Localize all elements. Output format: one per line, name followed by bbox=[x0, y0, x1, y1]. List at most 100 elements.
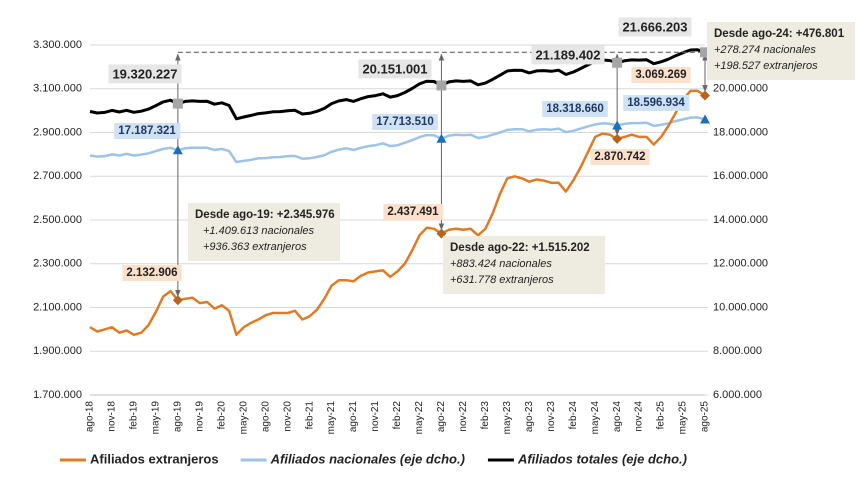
x-tick-label: nov-18 bbox=[107, 401, 118, 432]
x-tick-label: nov-20 bbox=[282, 401, 293, 432]
y-tick-label: 2.500.000 bbox=[33, 214, 82, 226]
y-tick-label: 1.900.000 bbox=[33, 345, 82, 357]
y-tick-label: 3.300.000 bbox=[33, 39, 82, 51]
legend-label: Afiliados nacionales (eje dcho.) bbox=[270, 451, 465, 466]
annotation-box bbox=[707, 22, 855, 80]
x-tick-label: feb-20 bbox=[216, 401, 227, 430]
data-label: 18.596.934 bbox=[627, 97, 685, 109]
data-label-group: 19.320.227 bbox=[108, 64, 182, 84]
data-label-bg bbox=[114, 123, 181, 140]
x-tick-label: may-21 bbox=[326, 401, 337, 435]
x-tick-label: may-20 bbox=[238, 401, 249, 435]
y2-tick-label: 14.000.000 bbox=[713, 214, 768, 226]
marker bbox=[700, 47, 710, 58]
annotation-text: +1.409.613 nacionales bbox=[203, 225, 315, 237]
x-tick-label: feb-21 bbox=[304, 401, 315, 430]
y-tick-label: 2.900.000 bbox=[33, 126, 82, 138]
annotation-text: Desde ago-19: +2.345.976 bbox=[195, 209, 335, 221]
x-tick-label: nov-21 bbox=[370, 401, 381, 432]
x-tick-label: feb-25 bbox=[656, 401, 667, 430]
legend-label: Afiliados totales (eje dcho.) bbox=[517, 451, 687, 466]
data-label: 2.132.906 bbox=[126, 267, 177, 279]
marker bbox=[612, 133, 623, 144]
annotation-text: +198.527 extranjeros bbox=[714, 60, 818, 72]
data-label: 17.713.510 bbox=[376, 116, 434, 128]
y2-tick-label: 16.000.000 bbox=[713, 170, 768, 182]
data-label-bg bbox=[531, 45, 605, 65]
y-tick-label: 1.700.000 bbox=[33, 389, 82, 401]
y2-tick-label: 8.000.000 bbox=[713, 345, 762, 357]
data-label-group: 3.069.269 bbox=[631, 67, 691, 84]
annotation: Desde ago-22: +1.515.202 +883.424 naciona… bbox=[443, 236, 605, 294]
data-label-bg bbox=[542, 101, 608, 118]
marker bbox=[172, 145, 183, 155]
marker bbox=[612, 120, 623, 130]
series-line bbox=[89, 89, 706, 337]
annotation-text: Desde ago-24: +476.801 bbox=[714, 28, 845, 40]
y-tick-label: 2.700.000 bbox=[33, 170, 82, 182]
x-tick-label: ago-25 bbox=[700, 401, 711, 433]
data-label-bg bbox=[383, 204, 444, 221]
x-tick-label: nov-24 bbox=[634, 401, 645, 432]
marker bbox=[436, 133, 447, 143]
data-label-bg bbox=[372, 114, 438, 131]
data-label-bg bbox=[623, 95, 690, 112]
y2-tick-label: 18.000.000 bbox=[713, 126, 768, 138]
x-tick-label: ago-22 bbox=[436, 401, 447, 433]
annotation: Desde ago-19: +2.345.976 +1.409.613 nacio… bbox=[188, 203, 340, 261]
y2-tick-label: 10.000.000 bbox=[713, 301, 768, 313]
x-tick-label: feb-22 bbox=[392, 401, 403, 430]
data-label-bg bbox=[590, 149, 650, 166]
x-tick-label: ago-21 bbox=[348, 401, 359, 433]
data-label: 2.437.491 bbox=[387, 206, 439, 218]
x-tick-label: may-24 bbox=[590, 401, 601, 435]
marker bbox=[172, 98, 183, 109]
annotation-text: +278.274 nacionales bbox=[714, 44, 816, 56]
x-tick-label: feb-24 bbox=[568, 401, 579, 430]
data-label-group: 2.870.742 bbox=[590, 149, 650, 166]
annotation-text: +936.363 extranjeros bbox=[203, 241, 307, 253]
data-label: 20.151.001 bbox=[362, 61, 427, 76]
data-label-group: 20.151.001 bbox=[358, 59, 432, 79]
legend-label: Afiliados extranjeros bbox=[90, 451, 219, 466]
data-label-bg bbox=[618, 17, 692, 37]
data-label-bg bbox=[122, 265, 182, 282]
x-tick-label: ago-19 bbox=[172, 401, 183, 433]
data-label: 2.870.742 bbox=[594, 151, 645, 163]
data-label-group: 17.713.510 bbox=[372, 114, 438, 131]
data-label: 18.318.660 bbox=[546, 103, 604, 115]
annotation-text: +883.424 nacionales bbox=[450, 258, 552, 270]
y-tick-label: 2.300.000 bbox=[33, 258, 82, 270]
x-tick-label: ago-24 bbox=[612, 401, 623, 433]
data-label-group: 21.666.203 bbox=[618, 17, 692, 37]
x-tick-label: may-25 bbox=[678, 401, 689, 435]
annotation-text: Desde ago-22: +1.515.202 bbox=[450, 242, 590, 254]
marker bbox=[172, 295, 183, 306]
x-tick-label: nov-23 bbox=[546, 401, 557, 432]
data-label: 3.069.269 bbox=[635, 69, 686, 81]
data-label-bg bbox=[108, 64, 182, 84]
x-tick-label: may-19 bbox=[151, 401, 162, 435]
marker bbox=[436, 80, 447, 91]
data-label-group: 2.437.491 bbox=[383, 204, 444, 221]
x-tick-label: nov-22 bbox=[458, 401, 469, 432]
y2-tick-label: 12.000.000 bbox=[713, 258, 768, 270]
annotation-box bbox=[443, 236, 605, 294]
series-line bbox=[89, 116, 706, 164]
data-label-bg bbox=[358, 59, 432, 79]
annotation: Desde ago-24: +476.801 +278.274 nacionale… bbox=[707, 22, 855, 80]
y-tick-label: 3.100.000 bbox=[33, 83, 82, 95]
x-tick-label: may-22 bbox=[414, 401, 425, 435]
x-tick-label: ago-20 bbox=[260, 401, 271, 433]
x-tick-label: feb-23 bbox=[480, 401, 491, 430]
marker bbox=[700, 90, 710, 101]
x-tick-label: feb-19 bbox=[129, 401, 140, 430]
data-label-group: 18.318.660 bbox=[542, 101, 608, 118]
data-label: 17.187.321 bbox=[118, 125, 176, 137]
data-label-group: 2.132.906 bbox=[122, 265, 182, 282]
data-label-bg bbox=[631, 67, 691, 84]
data-label: 21.189.402 bbox=[535, 47, 600, 62]
x-tick-label: ago-23 bbox=[524, 401, 535, 433]
data-label: 19.320.227 bbox=[112, 66, 177, 81]
